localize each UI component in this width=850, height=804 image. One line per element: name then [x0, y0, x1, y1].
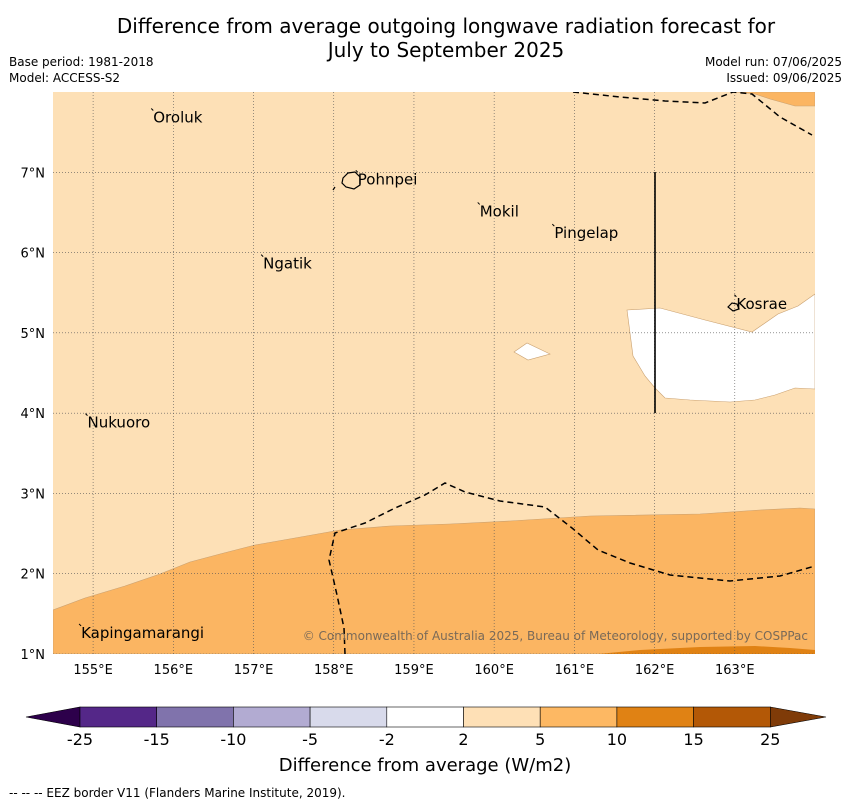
latitude-tick-labels: 1°N 2°N 3°N 4°N 5°N 6°N 7°N [21, 166, 46, 663]
colorbar-tick-label: -5 [302, 730, 319, 749]
lat-tick-label: 1°N [21, 648, 46, 663]
lon-tick-label: 163°E [715, 663, 755, 678]
colorbar-extend-low [25, 706, 81, 728]
meta-right: Model run: 07/06/2025 Issued: 09/06/2025 [705, 54, 842, 86]
colorbar-extend-high [769, 706, 827, 728]
place-marker [85, 413, 88, 416]
colorbar-segment [309, 706, 388, 728]
place-label-mokil: Mokil [480, 202, 519, 220]
title-line-1: Difference from average outgoing longwav… [116, 14, 776, 38]
colorbar-tick-label: 25 [760, 730, 781, 749]
lat-tick-label: 4°N [21, 407, 46, 422]
lon-tick-label: 157°E [234, 663, 274, 678]
meta-left: Base period: 1981-2018 Model: ACCESS-S2 [9, 54, 154, 86]
place-label-pohnpei: Pohnpei [358, 170, 418, 188]
place-marker [734, 294, 737, 298]
place-labels: Oroluk Pohnpei Mokil Pingelap Ngatik Kosrae Nu… [78, 108, 787, 642]
lon-tick-label: 161°E [555, 663, 595, 678]
lat-tick-label: 7°N [21, 166, 46, 181]
lon-tick-label: 156°E [154, 663, 194, 678]
lon-tick-label: 162°E [635, 663, 675, 678]
colorbar-segment [616, 706, 694, 728]
eez-border-south [328, 482, 815, 654]
colorbar-segment [693, 706, 771, 728]
lon-tick-label: 158°E [314, 663, 354, 678]
longitude-tick-labels: 155°E 156°E 157°E 158°E 159°E 160°E 161°E 162°E… [73, 663, 754, 678]
title-line-2: July to September 2025 [327, 38, 565, 62]
place-label-kosrae: Kosrae [736, 295, 787, 313]
lon-tick-label: 160°E [474, 663, 514, 678]
colorbar-tick-label: 2 [458, 730, 469, 749]
map-fill-layer: Oroluk Pohnpei Mokil Pingelap Ngatik Kosrae Nu… [53, 92, 815, 654]
colorbar-segment [156, 706, 234, 728]
gridlines [53, 92, 815, 654]
lon-tick-label: 159°E [394, 663, 434, 678]
lon-tick-label: 155°E [73, 663, 113, 678]
colorbar-segment [386, 706, 464, 728]
place-label-ngatik: Ngatik [263, 255, 312, 273]
colorbar-tick-label: 10 [606, 730, 628, 749]
kosrae-island [727, 302, 740, 312]
lat-tick-label: 3°N [21, 487, 46, 502]
chart-title: Difference from average outgoing longwav… [0, 14, 850, 62]
colorbar-tick-label: 5 [535, 730, 546, 749]
eez-border-north [572, 92, 813, 136]
place-label-kapingamarangi: Kapingamarangi [81, 624, 204, 642]
colorbar-segment [463, 706, 541, 728]
place-marker [260, 254, 264, 257]
fill-category-10-15 [598, 646, 815, 654]
neutral-area-small [513, 342, 551, 361]
model-name: Model: ACCESS-S2 [9, 71, 121, 85]
issued-date: Issued: 09/06/2025 [726, 71, 842, 85]
footnote: -- -- -- EEZ border V11 (Flanders Marine… [9, 786, 346, 800]
colorbar-segment [539, 706, 618, 728]
base-period: Base period: 1981-2018 [9, 55, 154, 69]
colorbar-tick-label: -2 [378, 730, 395, 749]
place-marker [477, 202, 481, 205]
colorbar-tick-label: -25 [66, 730, 94, 749]
lat-tick-label: 6°N [21, 247, 46, 262]
place-marker [78, 623, 82, 627]
neutral-area-kosrae [626, 293, 815, 403]
place-marker [355, 169, 359, 173]
colorbar-tick-label: 15 [683, 730, 704, 749]
pohnpei-islet [332, 186, 336, 191]
place-marker [150, 108, 154, 111]
model-run: Model run: 07/06/2025 [704, 55, 842, 69]
lat-tick-label: 2°N [21, 568, 46, 583]
colorbar [25, 706, 827, 728]
fill-category-5-10-top [734, 92, 815, 107]
colorbar-title: Difference from average (W/m2) [278, 755, 572, 776]
fill-category-5-10 [53, 507, 815, 654]
place-label-oroluk: Oroluk [153, 109, 202, 127]
lat-tick-label: 5°N [21, 327, 46, 342]
pohnpei-island [341, 171, 361, 190]
colorbar-segment [79, 706, 157, 728]
place-label-pingelap: Pingelap [554, 224, 618, 242]
place-label-nukuoro: Nukuoro [87, 414, 150, 432]
colorbar-tick-label: -15 [143, 730, 170, 749]
colorbar-segment [233, 706, 311, 728]
colorbar-tick-label: -10 [220, 730, 247, 749]
place-marker [551, 223, 555, 227]
copyright-text: © Commonwealth of Australia 2025, Bureau… [303, 629, 808, 643]
